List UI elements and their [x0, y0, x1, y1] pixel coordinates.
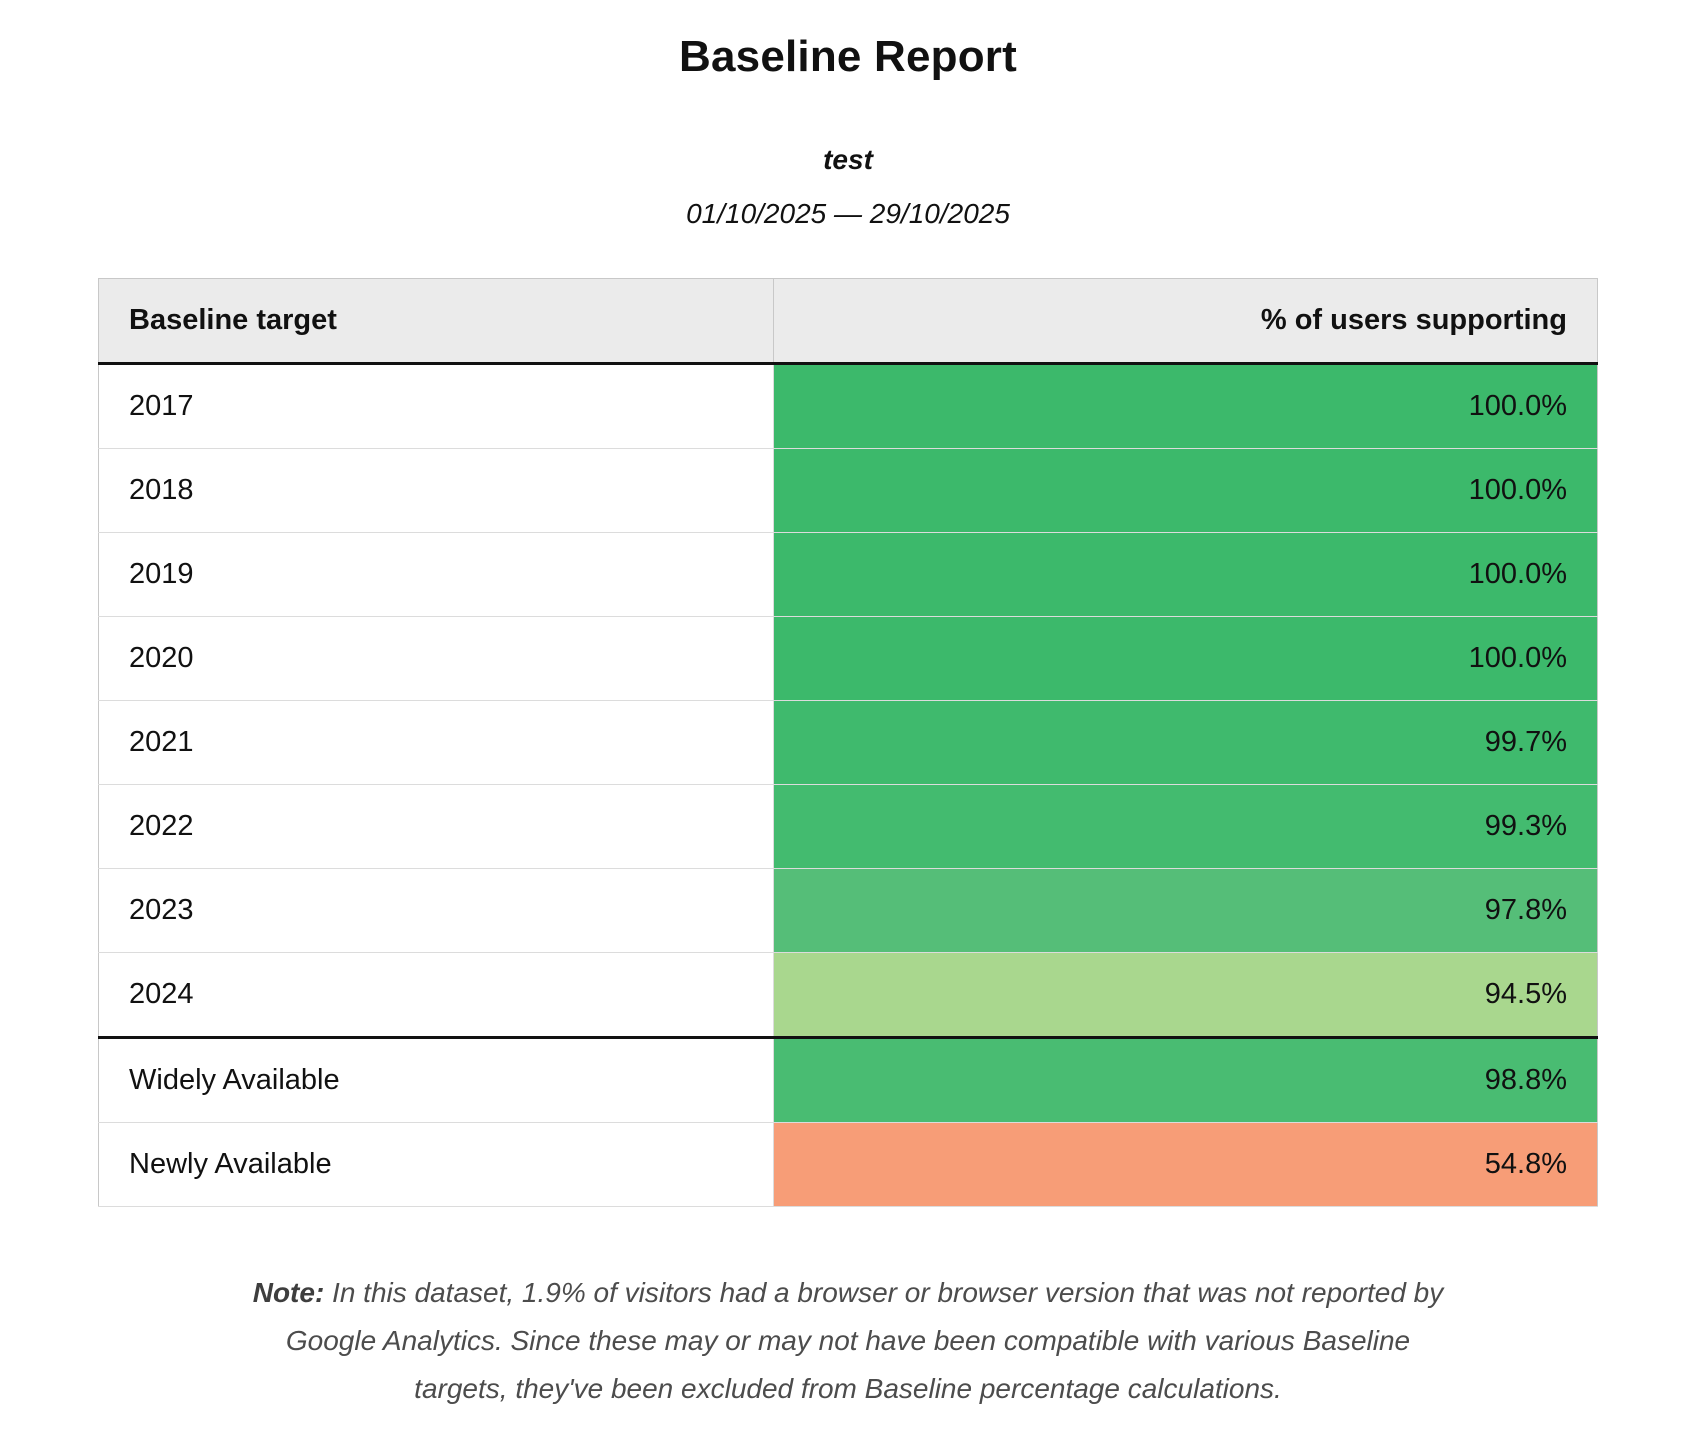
baseline-table: Baseline target % of users supporting 20…	[98, 278, 1598, 1207]
report-date-range: 01/10/2025 — 29/10/2025	[686, 198, 1010, 229]
percent-supporting-cell: 97.8%	[773, 868, 1598, 953]
percent-supporting-cell: 100.0%	[773, 616, 1598, 701]
column-header-percent-supporting: % of users supporting	[773, 278, 1598, 365]
percent-supporting-cell: 99.3%	[773, 784, 1598, 869]
baseline-target-cell: Widely Available	[98, 1036, 774, 1123]
table-row: 2018 100.0%	[98, 448, 1598, 533]
report-subtitle: test	[823, 144, 873, 175]
table-row: Newly Available 54.8%	[98, 1122, 1598, 1207]
table-header-row: Baseline target % of users supporting	[98, 278, 1598, 365]
baseline-target-cell: 2020	[98, 616, 774, 701]
baseline-target-cell: 2021	[98, 700, 774, 785]
percent-supporting-cell: 54.8%	[773, 1122, 1598, 1207]
percent-supporting-cell: 94.5%	[773, 952, 1598, 1038]
table-body: 2017 100.0% 2018 100.0% 2019 100.0% 2020 100.0%…	[98, 363, 1598, 1207]
note-text: In this dataset, 1.9% of visitors had a …	[285, 1277, 1444, 1405]
baseline-target-cell: 2023	[98, 868, 774, 953]
baseline-target-cell: 2024	[98, 952, 774, 1038]
table-row: 2019 100.0%	[98, 532, 1598, 617]
report-note: Note: In this dataset, 1.9% of visitors …	[238, 1269, 1458, 1413]
percent-supporting-cell: 100.0%	[773, 448, 1598, 533]
baseline-target-cell: Newly Available	[98, 1122, 774, 1207]
percent-supporting-cell: 100.0%	[773, 532, 1598, 617]
baseline-target-cell: 2022	[98, 784, 774, 869]
table-row: 2024 94.5%	[98, 952, 1598, 1038]
percent-supporting-cell: 99.7%	[773, 700, 1598, 785]
note-label: Note:	[252, 1277, 325, 1308]
baseline-target-cell: 2019	[98, 532, 774, 617]
table-row: Widely Available 98.8%	[98, 1036, 1598, 1123]
percent-supporting-cell: 98.8%	[773, 1036, 1598, 1123]
baseline-target-cell: 2017	[98, 363, 774, 449]
table-row: 2022 99.3%	[98, 784, 1598, 869]
percent-supporting-cell: 100.0%	[773, 363, 1598, 449]
table-row: 2021 99.7%	[98, 700, 1598, 785]
table-row: 2023 97.8%	[98, 868, 1598, 953]
column-header-baseline-target: Baseline target	[98, 278, 774, 365]
table-row: 2017 100.0%	[98, 363, 1598, 449]
baseline-target-cell: 2018	[98, 448, 774, 533]
page-title: Baseline Report	[679, 32, 1017, 81]
table-row: 2020 100.0%	[98, 616, 1598, 701]
